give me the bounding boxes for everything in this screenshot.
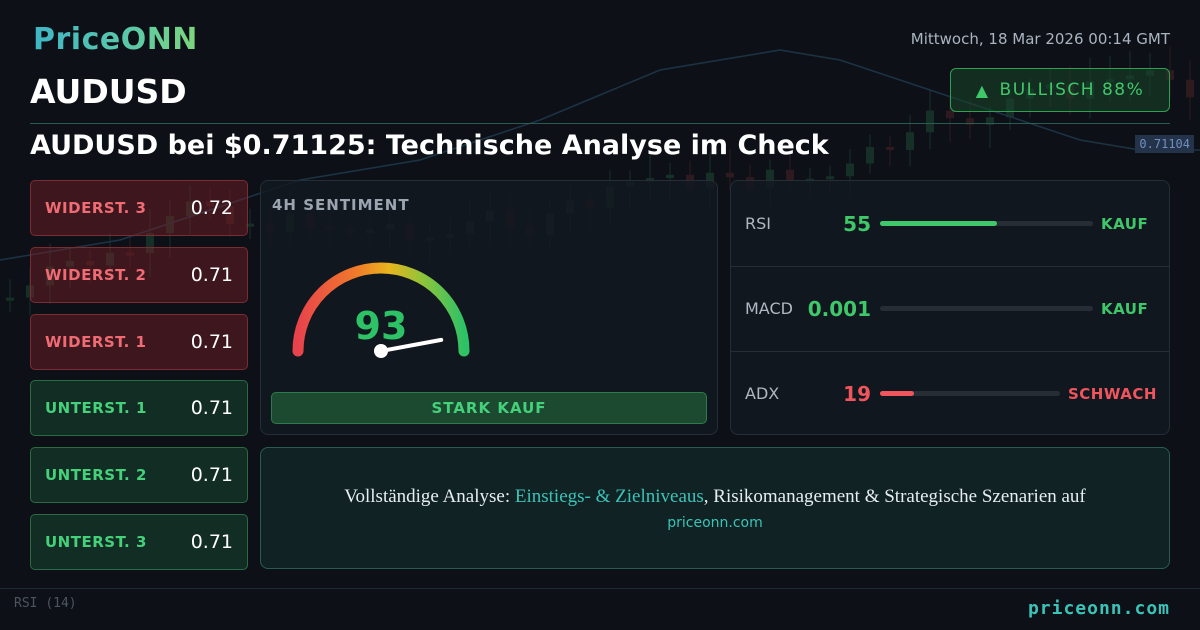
up-triangle-icon: ▲: [975, 80, 990, 100]
level-value: 0.71: [190, 464, 233, 487]
footer-divider: [0, 588, 1200, 589]
background-candle-body: [926, 110, 934, 133]
headline: AUDUSD bei $0.71125: Technische Analyse …: [30, 130, 829, 161]
background-candle-body: [186, 201, 194, 216]
levels-list: WIDERST. 3 0.72 WIDERST. 2 0.71 WIDERST.…: [30, 180, 248, 581]
gauge-needle: [379, 337, 444, 353]
background-candle-body: [826, 176, 834, 180]
background-candle-body: [86, 260, 94, 266]
background-candle-body: [1166, 70, 1174, 80]
indicator-name: RSI: [745, 214, 771, 233]
indicator-signal: KAUF: [1101, 214, 1149, 233]
priceonn-logo[interactable]: PriceONN: [33, 22, 198, 57]
resistance-level-2: WIDERST. 2 0.71: [30, 246, 248, 303]
background-price-tag: 0.71104: [1135, 135, 1194, 153]
indicator-adx: ADX 19 SCHWACH: [731, 351, 1169, 436]
header-divider: [30, 123, 1170, 124]
background-moving-average: [0, 49, 1200, 261]
background-candle-body: [46, 266, 54, 286]
background-candle-body: [166, 215, 174, 234]
indicator-bar: [880, 306, 1093, 311]
indicator-name: MACD: [745, 299, 793, 318]
gauge-pivot: [374, 344, 388, 358]
background-candle-body: [226, 206, 234, 224]
background-candle-body: [946, 110, 954, 119]
indicator-bar: [880, 391, 1060, 396]
level-label: UNTERST. 1: [45, 399, 147, 418]
indicator-value: 0.001: [807, 296, 871, 321]
indicator-name: ADX: [745, 384, 780, 403]
background-candle-body: [106, 252, 114, 266]
background-candle-body: [866, 146, 874, 164]
indicator-value: 19: [843, 381, 871, 406]
verdict-button[interactable]: STARK KAUF: [271, 392, 707, 424]
level-value: 0.71: [190, 397, 233, 420]
background-candle-body: [146, 233, 154, 254]
sentiment-gauge: [292, 262, 470, 358]
indicator-bar-fill: [880, 391, 915, 396]
background-candle-body: [966, 118, 974, 125]
symbol-title: AUDUSD: [30, 72, 187, 111]
level-value: 0.71: [190, 330, 233, 353]
level-label: WIDERST. 1: [45, 332, 147, 351]
bullish-sentiment-badge: ▲ BULLISCH 88%: [950, 68, 1170, 112]
sentiment-title: 4H SENTIMENT: [272, 196, 410, 214]
sentiment-panel: 4H SENTIMENT 93 STARK KAUF: [260, 180, 718, 435]
cta-url-link[interactable]: priceonn.com: [667, 515, 763, 531]
background-candle-body: [206, 201, 214, 207]
background-candle-body: [1186, 79, 1194, 98]
background-candle-body: [726, 172, 734, 178]
support-level-1: UNTERST. 1 0.71: [30, 380, 248, 437]
background-candle-body: [666, 174, 674, 179]
background-candle-body: [986, 117, 994, 125]
background-candle-body: [646, 178, 654, 182]
cta-prefix: Vollständige Analyse:: [344, 486, 515, 507]
cta-panel: Vollständige Analyse: Einstiegs- & Zieln…: [260, 447, 1170, 569]
background-candle-body: [246, 223, 254, 227]
cta-suffix: , Risikomanagement & Strategische Szenar…: [703, 486, 1086, 507]
indicator-macd: MACD 0.001 KAUF: [731, 266, 1169, 351]
background-candle-body: [786, 169, 794, 181]
indicators-panel: RSI 55 KAUF MACD 0.001 KAUF ADX 19 SCHWA…: [730, 180, 1170, 435]
gauge-value: 93: [354, 304, 408, 348]
indicator-signal: KAUF: [1101, 299, 1149, 318]
resistance-level-3: WIDERST. 3 0.72: [30, 180, 248, 236]
background-candle-body: [886, 146, 894, 150]
gauge-arc: [292, 262, 470, 357]
support-level-3: UNTERST. 3 0.71: [30, 513, 248, 570]
indicator-bar-fill: [880, 221, 998, 226]
cta-highlight-link[interactable]: Einstiegs- & Zielniveaus: [514, 486, 704, 507]
indicator-signal: SCHWACH: [1068, 384, 1157, 403]
support-level-2: UNTERST. 2 0.71: [30, 447, 248, 504]
level-label: UNTERST. 3: [45, 532, 147, 551]
cta-text: Vollständige Analyse: Einstiegs- & Zieln…: [261, 486, 1169, 508]
background-candle-body: [906, 132, 914, 150]
bullish-sentiment-label: BULLISCH 88%: [999, 80, 1145, 100]
level-label: WIDERST. 2: [45, 265, 147, 284]
level-value: 0.71: [190, 263, 233, 286]
background-candle-body: [6, 297, 14, 301]
background-candle-body: [126, 252, 134, 256]
indicator-rsi: RSI 55 KAUF: [731, 181, 1169, 266]
indicator-divider: [731, 351, 1169, 352]
level-label: UNTERST. 2: [45, 466, 147, 485]
footer-url-link[interactable]: priceonn.com: [1027, 598, 1170, 619]
resistance-level-1: WIDERST. 1 0.71: [30, 313, 248, 370]
timestamp: Mittwoch, 18 Mar 2026 00:14 GMT: [910, 30, 1170, 48]
background-candle-body: [766, 169, 774, 189]
background-candle-body: [846, 163, 854, 177]
indicator-value: 55: [843, 211, 871, 236]
indicator-bar: [880, 221, 1093, 226]
level-value: 0.72: [190, 197, 233, 219]
level-label: WIDERST. 3: [45, 199, 147, 217]
background-candle-body: [66, 260, 74, 267]
level-value: 0.71: [190, 530, 233, 553]
background-rsi-label: RSI (14): [14, 596, 77, 611]
indicator-divider: [731, 266, 1169, 267]
